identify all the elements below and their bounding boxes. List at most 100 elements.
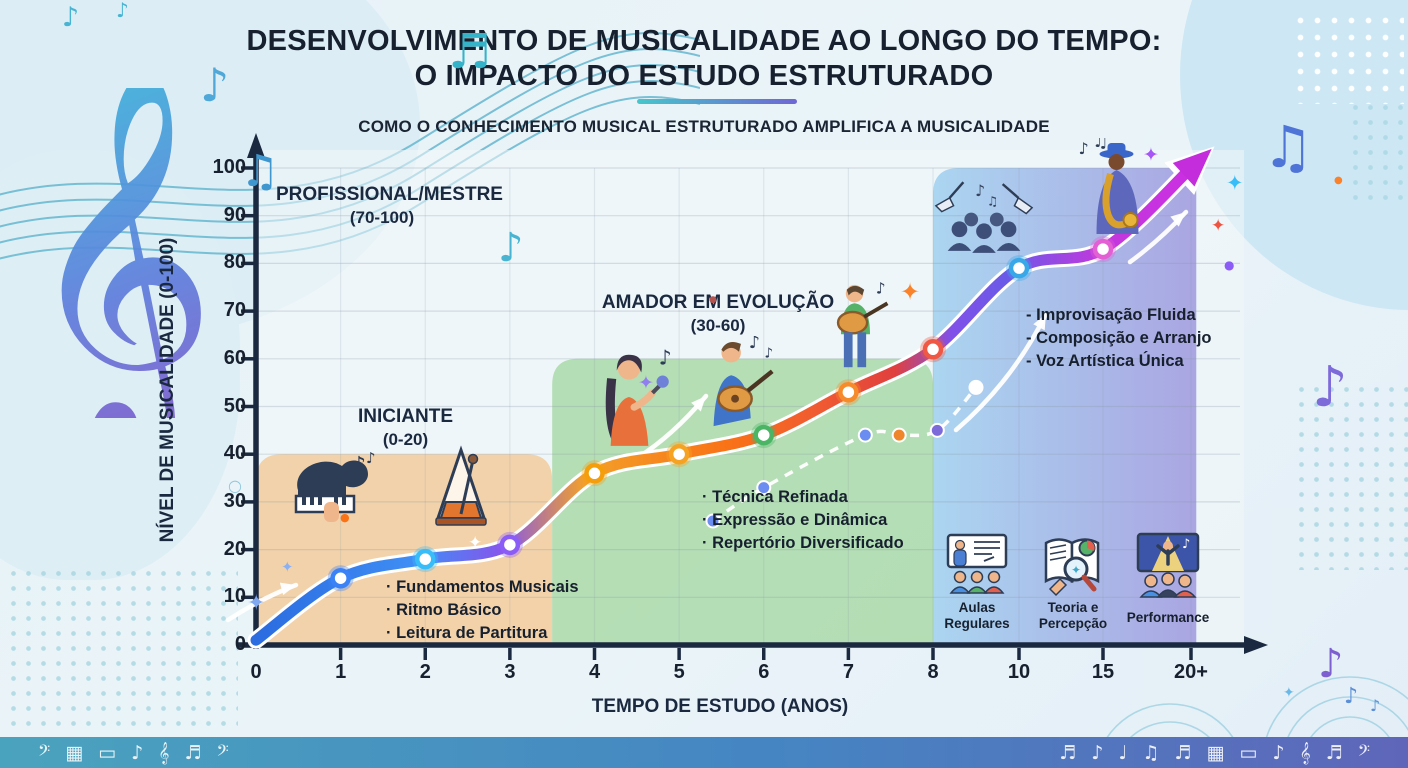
skill-list-amador: · Técnica Refinada · Expressão e Dinâmica… bbox=[702, 486, 904, 554]
svg-text:♪: ♪ bbox=[352, 453, 366, 478]
x-tick-label: 1 bbox=[335, 661, 347, 683]
x-tick-label: 15 bbox=[1091, 661, 1115, 683]
music-note-decoration: ♪ bbox=[1312, 355, 1348, 420]
y-tick-label: 60 bbox=[223, 346, 246, 369]
svg-text:✦: ✦ bbox=[1071, 563, 1081, 577]
music-glyph-icon: ♫ bbox=[1142, 741, 1160, 764]
music-note-decoration: ♫ bbox=[1262, 113, 1314, 181]
music-glyph-icon: ♪ bbox=[1091, 741, 1104, 764]
music-glyph-icon: ♪ bbox=[131, 741, 144, 764]
sparkle-decoration: ● bbox=[1224, 258, 1235, 272]
sparkle-decoration: ✦ bbox=[1143, 144, 1159, 166]
skill-list-item: · Ritmo Básico bbox=[386, 600, 502, 619]
sparkle-decoration: ✦ bbox=[1226, 171, 1244, 195]
singer-icon: ♪ bbox=[605, 348, 672, 446]
x-axis-label: TEMPO DE ESTUDO (ANOS) bbox=[591, 696, 849, 717]
skill-list-item: · Técnica Refinada bbox=[702, 488, 848, 506]
sparkle-decoration: ✦ bbox=[1211, 216, 1226, 236]
stage-label-profissional: PROFISSIONAL/MESTRE (70-100) bbox=[276, 184, 503, 227]
music-note-decoration: ♪ bbox=[200, 58, 230, 112]
y-tick-label: 80 bbox=[223, 251, 246, 274]
y-tick-label: 50 bbox=[223, 394, 246, 417]
y-tick-label: 10 bbox=[223, 585, 246, 608]
saxophonist-icon: ♪ ♫ bbox=[1079, 138, 1139, 234]
y-tick-label: 30 bbox=[223, 489, 246, 512]
skill-list-item: - Composição e Arranjo bbox=[1026, 328, 1212, 347]
guitarist-standing-icon: ♪ bbox=[836, 282, 889, 368]
music-glyph-icon: ♩ bbox=[1118, 741, 1128, 764]
music-glyph-icon: 𝄢 bbox=[1357, 741, 1370, 764]
music-glyph-icon: 𝄞 bbox=[158, 741, 170, 764]
y-tick-label: 90 bbox=[223, 203, 246, 226]
sparkle-decoration: ✦ bbox=[281, 558, 294, 576]
skill-list-profissional: - Improvisação Fluida - Composição e Arra… bbox=[1026, 304, 1212, 372]
music-glyph-icon: ▭ bbox=[1239, 741, 1258, 764]
sparkle-decoration: ○ bbox=[228, 476, 242, 495]
svg-text:♪: ♪ bbox=[1182, 537, 1190, 552]
metronome-icon bbox=[435, 445, 487, 526]
music-glyph-icon: ♬ bbox=[1325, 741, 1343, 764]
title-accent-underline bbox=[637, 99, 797, 104]
milestone-label-performance: Performance bbox=[1126, 610, 1210, 625]
skill-list-item: - Improvisação Fluida bbox=[1026, 306, 1196, 324]
skill-list-item: · Repertório Diversificado bbox=[702, 533, 904, 552]
skill-list-item: - Voz Artística Única bbox=[1026, 351, 1184, 370]
x-tick-label: 10 bbox=[1007, 661, 1031, 683]
regular-classes-icon bbox=[946, 533, 1008, 594]
sparkle-decoration: ✦ bbox=[900, 278, 921, 306]
x-tick-label: 3 bbox=[504, 661, 516, 683]
conductor-icon: ♪♫ bbox=[934, 181, 1034, 253]
music-note-decoration: ♪ bbox=[498, 225, 524, 271]
y-tick-label: 0 bbox=[234, 633, 246, 655]
music-note-decoration: ♪ bbox=[1318, 641, 1344, 687]
music-glyph-icon: ♬ bbox=[184, 741, 202, 764]
x-tick-label: 0 bbox=[250, 661, 262, 683]
x-tick-label: 5 bbox=[673, 661, 685, 683]
milestone-label-teoria: Teoria e Percepção bbox=[1038, 600, 1108, 632]
skill-list-iniciante: · Fundamentos Musicais · Ritmo Básico · Le… bbox=[386, 576, 579, 644]
chart-subtitle: COMO O CONHECIMENTO MUSICAL ESTRUTURADO … bbox=[358, 117, 1050, 136]
music-glyph-icon: 𝄞 bbox=[1299, 741, 1311, 764]
music-glyph-icon: ♬ bbox=[1059, 741, 1077, 764]
sparkle-decoration: ● bbox=[1334, 175, 1343, 186]
music-note-decoration: ♪ bbox=[116, 0, 129, 22]
svg-text:♪: ♪ bbox=[975, 181, 985, 200]
music-glyph-icon: ▭ bbox=[98, 741, 117, 764]
performance-icon: ♪ bbox=[1136, 532, 1200, 598]
sparkle-decoration: ● bbox=[709, 295, 717, 305]
y-tick-label: 20 bbox=[223, 537, 246, 560]
svg-text:♪: ♪ bbox=[876, 282, 886, 298]
skill-list-item: · Expressão e Dinâmica bbox=[702, 510, 888, 529]
piano-icon: ♪ ♪ bbox=[294, 450, 376, 522]
music-note-decoration: ♬ bbox=[448, 24, 492, 80]
dot-grid-right bbox=[1294, 382, 1408, 570]
svg-text:♪: ♪ bbox=[1079, 139, 1089, 158]
sparkle-decoration: ● bbox=[340, 511, 350, 524]
theory-perception-icon: ✦ bbox=[1044, 538, 1100, 597]
footer-music-bar: 𝄢 ▦ ▭ ♪ 𝄞 ♬ 𝄢 ♬ ♪ ♩ ♫ ♬ ▦ ▭ ♪ 𝄞 ♬ 𝄢 bbox=[0, 737, 1408, 768]
music-glyph-icon: ♬ bbox=[1174, 741, 1192, 764]
skill-list-item: · Leitura de Partitura bbox=[386, 623, 548, 642]
guitarist-seated-icon: ♪♪ bbox=[713, 336, 774, 427]
music-note-decoration: ♫ bbox=[240, 146, 280, 197]
stage-label-iniciante: INICIANTE (0-20) bbox=[358, 406, 453, 449]
x-tick-label: 4 bbox=[588, 661, 601, 683]
svg-text:♫: ♫ bbox=[1093, 138, 1109, 152]
sparkle-decoration: ✦ bbox=[247, 591, 266, 616]
music-glyph-icon: 𝄢 bbox=[38, 741, 51, 764]
music-note-decoration: ♪ bbox=[62, 2, 80, 33]
milestone-label-aulas: Aulas Regulares bbox=[944, 600, 1010, 632]
treble-clef-decoration: 𝄞 bbox=[22, 61, 218, 445]
music-glyph-icon: ♪ bbox=[1272, 741, 1285, 764]
music-glyph-icon: ▦ bbox=[65, 741, 84, 764]
x-tick-label: 20+ bbox=[1174, 661, 1208, 683]
svg-text:♪: ♪ bbox=[749, 336, 760, 353]
y-tick-label: 40 bbox=[223, 442, 246, 465]
x-tick-label: 2 bbox=[419, 661, 431, 683]
page-title: DESENVOLVIMENTO DE MUSICALIDADE AO LONGO… bbox=[0, 24, 1408, 94]
svg-text:♫: ♫ bbox=[987, 195, 998, 210]
page-title-line2: O IMPACTO DO ESTUDO ESTRUTURADO bbox=[414, 59, 994, 92]
dot-grid-top-right-small bbox=[1348, 100, 1408, 200]
